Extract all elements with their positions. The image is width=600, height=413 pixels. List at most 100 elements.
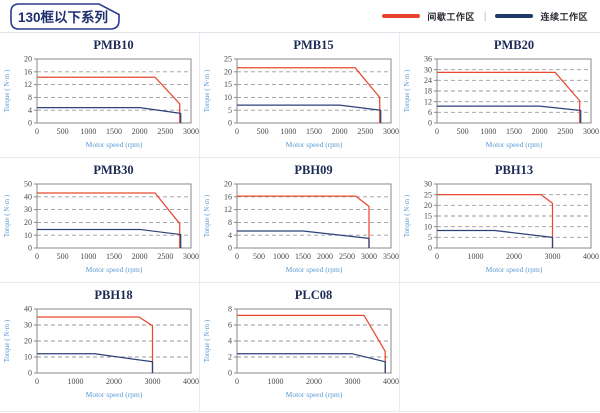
svg-text:36: 36: [424, 55, 432, 64]
svg-text:8: 8: [228, 305, 232, 314]
svg-text:12: 12: [424, 97, 432, 106]
svg-text:3500: 3500: [383, 252, 399, 261]
svg-text:4: 4: [228, 231, 232, 240]
svg-text:1000: 1000: [273, 252, 289, 261]
empty-cell: [400, 283, 600, 412]
chart-title: PMB30: [93, 163, 134, 177]
chart-plot: 0 2 4 6 8 0 1000 2000 3000 4000 Motor speed (rpm) T…: [201, 303, 399, 405]
svg-text:Motor speed (rpm): Motor speed (rpm): [86, 140, 143, 149]
svg-text:Motor speed (rpm): Motor speed (rpm): [486, 140, 543, 149]
svg-text:1000: 1000: [280, 127, 296, 136]
svg-text:16: 16: [224, 192, 232, 201]
svg-text:Torque ( N·m ): Torque ( N·m ): [203, 194, 211, 237]
chart-title: PBH13: [494, 163, 534, 177]
svg-text:4: 4: [228, 337, 232, 346]
chart-plot: 0 10 20 30 40 50 0 500 1000 1500 2000 2500 3000 Motor…: [1, 178, 199, 280]
svg-text:1500: 1500: [295, 252, 311, 261]
svg-text:2000: 2000: [132, 252, 148, 261]
svg-text:3000: 3000: [583, 127, 599, 136]
chart-cell-pmb20: PMB20 0 6 12 18 24 30 36 0 500 1000 1500 2000 2500 30…: [400, 33, 600, 158]
page-title: 130框以下系列: [18, 9, 108, 25]
svg-text:20: 20: [224, 180, 232, 189]
svg-text:24: 24: [424, 76, 432, 85]
svg-text:4000: 4000: [383, 377, 399, 386]
svg-text:3000: 3000: [145, 377, 161, 386]
chart-cell-pbh18: PBH18 0 10 20 30 40 0 1000 2000 3000 4000 Motor sp…: [0, 283, 200, 412]
chart-plot: 0 4 8 12 16 20 0 500 1000 1500 2000 2500 3000 3500 Mot…: [201, 178, 399, 280]
svg-text:4000: 4000: [183, 377, 199, 386]
svg-text:1500: 1500: [106, 252, 122, 261]
svg-text:25: 25: [424, 190, 432, 199]
svg-text:6: 6: [428, 108, 432, 117]
svg-text:5: 5: [228, 106, 232, 115]
svg-text:Torque ( N·m ): Torque ( N·m ): [3, 69, 11, 112]
chart-title: PMB15: [293, 38, 334, 52]
svg-text:10: 10: [224, 93, 232, 102]
svg-text:0: 0: [28, 119, 32, 128]
svg-text:30: 30: [24, 321, 32, 330]
svg-text:500: 500: [57, 252, 69, 261]
svg-text:10: 10: [424, 222, 432, 231]
legend-item-intermittent: 间歇工作区: [382, 10, 475, 23]
svg-text:40: 40: [24, 305, 32, 314]
svg-text:0: 0: [35, 377, 39, 386]
chart-plot: 0 5 10 15 20 25 0 500 1000 1500 2000 2500 3000 Motor …: [201, 53, 399, 155]
svg-text:2: 2: [228, 353, 232, 362]
svg-text:0: 0: [428, 119, 432, 128]
svg-text:50: 50: [24, 180, 32, 189]
svg-text:Torque ( N·m ): Torque ( N·m ): [3, 319, 11, 362]
svg-text:2000: 2000: [532, 127, 548, 136]
svg-text:3000: 3000: [183, 127, 199, 136]
svg-text:3000: 3000: [361, 252, 377, 261]
svg-text:3000: 3000: [383, 127, 399, 136]
svg-text:6: 6: [228, 321, 232, 330]
svg-text:0: 0: [435, 252, 439, 261]
svg-text:2000: 2000: [132, 127, 148, 136]
svg-text:Motor speed (rpm): Motor speed (rpm): [286, 390, 343, 399]
svg-text:10: 10: [24, 353, 32, 362]
svg-text:1000: 1000: [268, 377, 284, 386]
chart-plot: 0 4 8 12 16 20 0 500 1000 1500 2000 2500 3000 Motor s…: [1, 53, 199, 155]
intermittent-line-swatch: [382, 14, 421, 18]
svg-text:Torque ( N·m ): Torque ( N·m ): [403, 69, 411, 112]
svg-text:500: 500: [57, 127, 69, 136]
svg-text:500: 500: [253, 252, 265, 261]
svg-text:20: 20: [24, 337, 32, 346]
svg-text:0: 0: [235, 252, 239, 261]
svg-text:15: 15: [424, 212, 432, 221]
svg-text:4: 4: [28, 106, 32, 115]
svg-text:Motor speed (rpm): Motor speed (rpm): [86, 265, 143, 274]
svg-text:0: 0: [228, 119, 232, 128]
svg-text:5: 5: [428, 233, 432, 242]
chart-plot: 0 10 20 30 40 0 1000 2000 3000 4000 Motor speed (r…: [1, 303, 199, 405]
chart-title: PMB20: [493, 38, 535, 52]
svg-text:30: 30: [424, 65, 432, 74]
svg-text:Motor speed (rpm): Motor speed (rpm): [286, 140, 343, 149]
chart-grid: PMB10 0 4 8 12 16 20 0 500 1000 1500 2000 2500 3000 M…: [0, 33, 600, 412]
svg-text:30: 30: [24, 205, 32, 214]
svg-text:2000: 2000: [317, 252, 333, 261]
svg-text:0: 0: [435, 127, 439, 136]
svg-text:20: 20: [24, 218, 32, 227]
svg-text:0: 0: [235, 127, 239, 136]
chart-title: PMB10: [93, 38, 134, 52]
svg-text:1000: 1000: [68, 377, 84, 386]
svg-text:0: 0: [428, 244, 432, 253]
svg-text:16: 16: [24, 67, 32, 76]
svg-text:30: 30: [424, 180, 432, 189]
chart-cell-pmb10: PMB10 0 4 8 12 16 20 0 500 1000 1500 2000 2500 3000 M…: [0, 33, 200, 158]
svg-text:1000: 1000: [468, 252, 484, 261]
svg-text:2500: 2500: [357, 127, 373, 136]
svg-text:0: 0: [228, 244, 232, 253]
svg-text:1500: 1500: [106, 127, 122, 136]
chart-cell-plc08: PLC08 0 2 4 6 8 0 1000 2000 3000 4000 Motor speed …: [200, 283, 400, 412]
svg-text:2000: 2000: [106, 377, 122, 386]
svg-text:Motor speed (rpm): Motor speed (rpm): [486, 265, 543, 274]
svg-text:500: 500: [457, 127, 469, 136]
svg-text:40: 40: [24, 192, 32, 201]
legend-label-continuous: 连续工作区: [540, 11, 588, 22]
svg-text:2500: 2500: [157, 252, 173, 261]
svg-text:0: 0: [235, 377, 239, 386]
chart-plot: 0 6 12 18 24 30 36 0 500 1000 1500 2000 2500 3000 Moto…: [401, 53, 599, 155]
chart-plot: 0 5 10 15 20 25 30 0 1000 2000 3000 4000 Motor speed…: [401, 178, 599, 280]
